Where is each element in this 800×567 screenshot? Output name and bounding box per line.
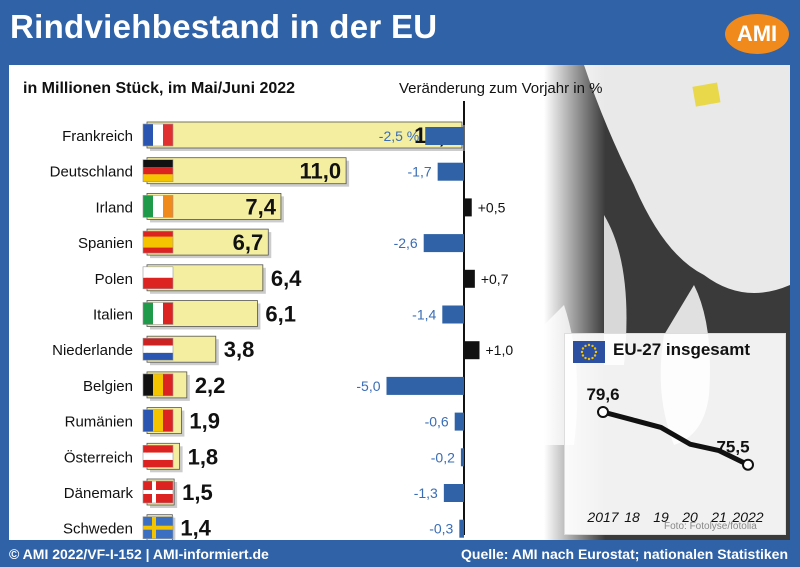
eu-data-point bbox=[742, 458, 754, 471]
flag-de-icon bbox=[142, 159, 174, 182]
flag-be-icon bbox=[142, 373, 174, 397]
change-axis-label: Veränderung zum Vorjahr in % bbox=[399, 80, 602, 97]
change-bar bbox=[386, 376, 464, 395]
flag-nl-icon bbox=[142, 337, 174, 361]
bar bbox=[146, 157, 347, 185]
chart-panel: in Millionen Stück, im Mai/Juni 2022 Verä… bbox=[9, 65, 790, 540]
page-title: Rindviehbestand in der EU bbox=[10, 8, 438, 45]
footer: © AMI 2022/VF-I-152 | AMI-informiert.de … bbox=[0, 541, 800, 567]
category-label: Schweden bbox=[63, 521, 133, 538]
change-bar bbox=[464, 341, 480, 360]
value-label: 1,9 bbox=[189, 409, 220, 434]
value-label: 1,5 bbox=[182, 480, 213, 505]
eu-x-tick: 2017 bbox=[586, 509, 619, 525]
change-bar bbox=[464, 269, 475, 288]
inset-title: EU-27 insgesamt bbox=[613, 340, 750, 359]
change-label: -1,3 bbox=[414, 485, 438, 501]
eu-x-tick: 2022 bbox=[731, 509, 763, 525]
category-label: Niederlande bbox=[52, 342, 133, 359]
ami-logo: AMI bbox=[725, 14, 789, 54]
eu-series-line bbox=[600, 409, 751, 468]
eu-x-tick: 20 bbox=[681, 509, 698, 525]
value-label: 6,4 bbox=[271, 266, 302, 291]
change-bar bbox=[454, 412, 464, 431]
eu-inset: EU-27 insgesamt 79,6 75,5 2017 18 19 20 21 2022 bbox=[564, 333, 786, 535]
value-label: 11,0 bbox=[299, 159, 341, 184]
change-label: -0,6 bbox=[425, 414, 449, 430]
eu-flag-icon bbox=[573, 341, 605, 363]
flag-ie-icon bbox=[142, 195, 174, 218]
eu-x-tick: 18 bbox=[624, 509, 640, 525]
change-label: +0,7 bbox=[481, 271, 509, 287]
category-label: Spanien bbox=[78, 235, 133, 252]
category-label: Rumänien bbox=[65, 414, 133, 431]
chart-row: Polen 6,4 +0,7 bbox=[95, 264, 509, 294]
change-bar bbox=[425, 127, 464, 145]
chart-row: Belgien 2,2 -5,0 bbox=[83, 371, 464, 401]
flag-pl-icon bbox=[142, 266, 174, 290]
category-label: Deutschland bbox=[50, 164, 133, 181]
eu-data-point bbox=[597, 406, 609, 418]
change-label: +1,0 bbox=[486, 342, 514, 358]
change-bar bbox=[442, 305, 464, 324]
eu-value-label: 75,5 bbox=[716, 438, 749, 457]
footer-copyright: © AMI 2022/VF-I-152 | AMI-informiert.de bbox=[9, 546, 269, 562]
category-label: Irland bbox=[95, 199, 133, 216]
change-bar bbox=[460, 448, 464, 467]
subtitle: in Millionen Stück, im Mai/Juni 2022 bbox=[23, 80, 295, 97]
value-label: 1,4 bbox=[180, 516, 211, 540]
eu-line-chart: 79,6 75,5 2017 18 19 20 21 2022 bbox=[586, 385, 763, 525]
change-bar bbox=[437, 162, 464, 181]
flag-at-icon bbox=[142, 444, 174, 468]
header-bar: Rindviehbestand in der EU AMI bbox=[0, 0, 800, 58]
flag-es-icon bbox=[142, 230, 174, 254]
change-label: -1,4 bbox=[412, 307, 436, 323]
chart-row: Irland 7,4 +0,5 bbox=[95, 192, 506, 223]
category-label: Belgien bbox=[83, 378, 133, 395]
value-label: 7,4 bbox=[245, 194, 276, 219]
flag-it-icon bbox=[142, 302, 174, 325]
chart-row: Spanien 6,7 -2,6 bbox=[78, 228, 464, 259]
change-bar bbox=[464, 198, 472, 217]
change-bar bbox=[443, 484, 464, 502]
value-label: 2,2 bbox=[195, 373, 226, 398]
chart-row: Frankreich17,4-2,5 % bbox=[62, 121, 465, 151]
change-bar bbox=[423, 234, 464, 253]
change-label: -0,3 bbox=[429, 521, 453, 537]
change-label: -0,2 bbox=[431, 449, 455, 465]
value-label: 1,8 bbox=[188, 444, 219, 469]
chart-row: Niederlande 3,8 +1,0 bbox=[52, 335, 514, 366]
chart-row: Dänemark 1,5 -1,3 bbox=[64, 478, 464, 508]
change-label: -2,5 % bbox=[379, 128, 419, 144]
photo-credit: Foto: Fotolyse/fotolia bbox=[664, 521, 757, 532]
category-label: Polen bbox=[95, 271, 133, 288]
flag-se-icon bbox=[142, 516, 174, 540]
value-label: 6,1 bbox=[265, 302, 296, 327]
category-label: Italien bbox=[93, 307, 133, 324]
value-label: 6,7 bbox=[233, 230, 264, 255]
eu-value-label: 79,6 bbox=[586, 385, 619, 404]
change-label: +0,5 bbox=[478, 199, 506, 215]
change-label: -1,7 bbox=[408, 164, 432, 180]
change-label: -2,6 bbox=[394, 235, 418, 251]
bar-chart: in Millionen Stück, im Mai/Juni 2022 Verä… bbox=[23, 80, 602, 540]
chart-row: Österreich 1,8 -0,2 bbox=[64, 442, 464, 473]
chart-row: Rumänien 1,9 -0,6 bbox=[65, 407, 464, 437]
flag-dk-icon bbox=[142, 480, 174, 504]
category-label: Frankreich bbox=[62, 128, 133, 145]
flag-fr-icon bbox=[142, 123, 174, 147]
value-label: 3,8 bbox=[224, 337, 255, 362]
category-label: Österreich bbox=[64, 448, 133, 466]
change-label: -5,0 bbox=[356, 378, 380, 394]
eu-x-tick: 21 bbox=[710, 509, 727, 525]
footer-source: Quelle: AMI nach Eurostat; nationalen St… bbox=[461, 546, 788, 562]
eu-x-tick: 19 bbox=[653, 509, 669, 525]
chart-row: Deutschland 11,0 -1,7 bbox=[50, 157, 464, 187]
category-label: Dänemark bbox=[64, 485, 134, 502]
change-bar bbox=[459, 519, 464, 538]
chart-row: Italien 6,1 -1,4 bbox=[93, 300, 464, 330]
flag-ro-icon bbox=[142, 409, 174, 432]
chart-row: Schweden 1,4 -0,3 bbox=[63, 514, 464, 540]
